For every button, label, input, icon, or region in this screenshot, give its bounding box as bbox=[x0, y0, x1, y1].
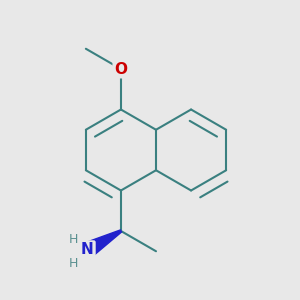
Text: H: H bbox=[69, 257, 79, 270]
Text: H: H bbox=[69, 233, 79, 246]
Text: O: O bbox=[114, 61, 128, 76]
Text: N: N bbox=[81, 242, 94, 257]
Polygon shape bbox=[82, 230, 122, 259]
